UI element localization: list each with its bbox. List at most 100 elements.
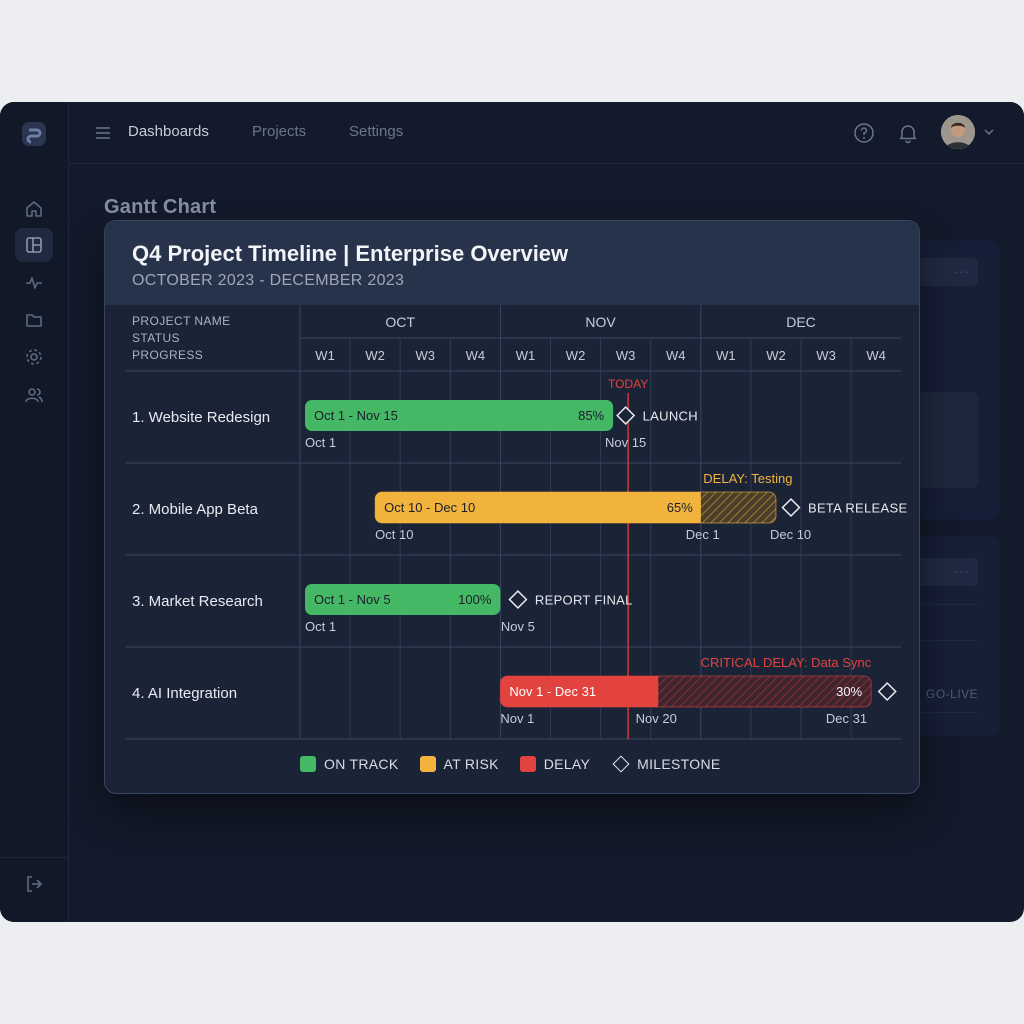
go-live-label: GO-LIVE bbox=[926, 687, 979, 701]
task-bar[interactable] bbox=[500, 676, 659, 707]
legend-item-milestone: MILESTONE bbox=[611, 755, 721, 773]
milestone-date: Nov 5 bbox=[501, 619, 535, 634]
week-header: W4 bbox=[666, 348, 686, 363]
week-header: W3 bbox=[816, 348, 836, 363]
task-bar[interactable] bbox=[375, 492, 701, 523]
delay-label: CRITICAL DELAY: Data Sync bbox=[701, 655, 872, 670]
delay-start-date: Nov 20 bbox=[636, 711, 677, 726]
legend-item-delay: DELAY bbox=[519, 756, 591, 772]
header-label-status: STATUS bbox=[132, 331, 180, 345]
task-bar-edge bbox=[692, 492, 701, 523]
delay-label: DELAY: Testing bbox=[703, 471, 792, 486]
legend-label: ON TRACK bbox=[324, 756, 399, 772]
hamburger-menu-icon[interactable] bbox=[94, 124, 112, 142]
legend-label: AT RISK bbox=[443, 756, 499, 772]
legend-item-at-risk: AT RISK bbox=[419, 756, 499, 772]
header-label-project-name: PROJECT NAME bbox=[132, 314, 231, 328]
week-header: W4 bbox=[466, 348, 486, 363]
nav-dashboards[interactable]: Dashboards bbox=[128, 123, 209, 140]
task-end-date: Dec 31 bbox=[826, 711, 867, 726]
task-name: 1. Website Redesign bbox=[132, 409, 270, 426]
task-start-date: Nov 1 bbox=[500, 711, 534, 726]
task-bar-edge bbox=[650, 676, 659, 707]
sidebar-divider bbox=[0, 857, 69, 858]
today-label: TODAY bbox=[608, 377, 648, 391]
settings-gear-icon[interactable] bbox=[15, 340, 53, 374]
notification-bell-icon[interactable] bbox=[897, 122, 919, 144]
logout-icon[interactable] bbox=[15, 867, 53, 901]
milestone-diamond-icon[interactable] bbox=[616, 405, 636, 426]
task-bar[interactable] bbox=[305, 584, 501, 615]
delay-start-date: Dec 1 bbox=[686, 527, 720, 542]
app-window: Dashboards Projects Settings Gantt Chart bbox=[0, 102, 1024, 922]
week-header: W4 bbox=[866, 348, 886, 363]
milestone-label: BETA RELEASE bbox=[808, 501, 907, 516]
legend-swatch bbox=[519, 756, 536, 772]
legend-item-on-track: ON TRACK bbox=[300, 756, 399, 772]
week-header: W3 bbox=[416, 348, 436, 363]
modal-title: Q4 Project Timeline | Enterprise Overvie… bbox=[132, 241, 569, 266]
task-bar[interactable] bbox=[305, 400, 614, 431]
more-options-icon[interactable]: ··· bbox=[954, 264, 970, 279]
week-header: W3 bbox=[616, 348, 636, 363]
milestone-date: Dec 10 bbox=[770, 527, 811, 542]
task-progress: 30% bbox=[836, 684, 862, 699]
week-header: W1 bbox=[516, 348, 536, 363]
month-header-nov: NOV bbox=[585, 314, 616, 330]
week-header: W2 bbox=[766, 348, 786, 363]
chart-legend: ON TRACK AT RISK DELAY MILESTONE bbox=[300, 754, 742, 774]
task-progress: 85% bbox=[578, 408, 604, 423]
help-icon[interactable] bbox=[853, 122, 875, 144]
milestone-diamond-icon[interactable] bbox=[781, 497, 801, 518]
legend-label: MILESTONE bbox=[637, 756, 721, 772]
page-title: Gantt Chart bbox=[104, 196, 217, 218]
milestone-date: Nov 15 bbox=[605, 435, 646, 450]
background-card-divider bbox=[900, 604, 978, 605]
gantt-chart: PROJECT NAME STATUS PROGRESS OCT NOV DEC W1 W2 W… bbox=[125, 305, 907, 740]
milestone-diamond-icon bbox=[612, 755, 630, 773]
folder-icon[interactable] bbox=[15, 303, 53, 337]
task-progress: 65% bbox=[667, 500, 693, 515]
user-avatar[interactable] bbox=[941, 115, 975, 149]
background-card-divider bbox=[900, 712, 978, 713]
sidebar bbox=[0, 102, 69, 922]
task-name: 4. AI Integration bbox=[132, 685, 237, 702]
users-icon[interactable] bbox=[15, 378, 53, 412]
task-name: 2. Mobile App Beta bbox=[132, 501, 259, 518]
task-start-date: Oct 1 bbox=[305, 619, 336, 634]
task-bar-label: Oct 10 - Dec 10 bbox=[384, 500, 475, 515]
gantt-modal: Q4 Project Timeline | Enterprise Overvie… bbox=[104, 220, 920, 794]
more-options-icon[interactable]: ··· bbox=[954, 564, 970, 579]
week-header: W1 bbox=[716, 348, 736, 363]
activity-icon[interactable] bbox=[15, 266, 53, 300]
app-logo[interactable] bbox=[21, 121, 47, 147]
nav-projects[interactable]: Projects bbox=[252, 123, 307, 140]
month-header-dec: DEC bbox=[786, 314, 816, 330]
week-header: W2 bbox=[566, 348, 586, 363]
chevron-down-icon[interactable] bbox=[983, 126, 995, 138]
nav-settings[interactable]: Settings bbox=[349, 123, 404, 140]
task-name: 3. Market Research bbox=[132, 593, 263, 610]
milestone-label: REPORT FINAL bbox=[535, 593, 633, 608]
milestone-label: LAUNCH bbox=[643, 409, 698, 424]
dashboard-icon[interactable] bbox=[15, 228, 53, 262]
week-header: W2 bbox=[365, 348, 385, 363]
task-bar-label: Oct 1 - Nov 5 bbox=[314, 592, 391, 607]
task-bar-label: Oct 1 - Nov 15 bbox=[314, 408, 398, 423]
week-header: W1 bbox=[315, 348, 335, 363]
modal-header: Q4 Project Timeline | Enterprise Overvie… bbox=[105, 221, 919, 305]
home-icon[interactable] bbox=[15, 192, 53, 226]
month-header-oct: OCT bbox=[385, 314, 415, 330]
legend-swatch bbox=[300, 756, 316, 772]
milestone-diamond-icon[interactable] bbox=[877, 681, 897, 702]
legend-label: DELAY bbox=[543, 756, 591, 772]
modal-subtitle: OCTOBER 2023 - DECEMBER 2023 bbox=[132, 272, 405, 289]
background-card-divider bbox=[900, 640, 978, 641]
legend-swatch bbox=[419, 756, 436, 772]
task-progress: 100% bbox=[458, 592, 492, 607]
task-bar-label: Nov 1 - Dec 31 bbox=[509, 684, 596, 699]
milestone-diamond-icon[interactable] bbox=[508, 589, 528, 610]
task-start-date: Oct 10 bbox=[375, 527, 413, 542]
top-navbar: Dashboards Projects Settings bbox=[69, 102, 1024, 164]
task-start-date: Oct 1 bbox=[305, 435, 336, 450]
